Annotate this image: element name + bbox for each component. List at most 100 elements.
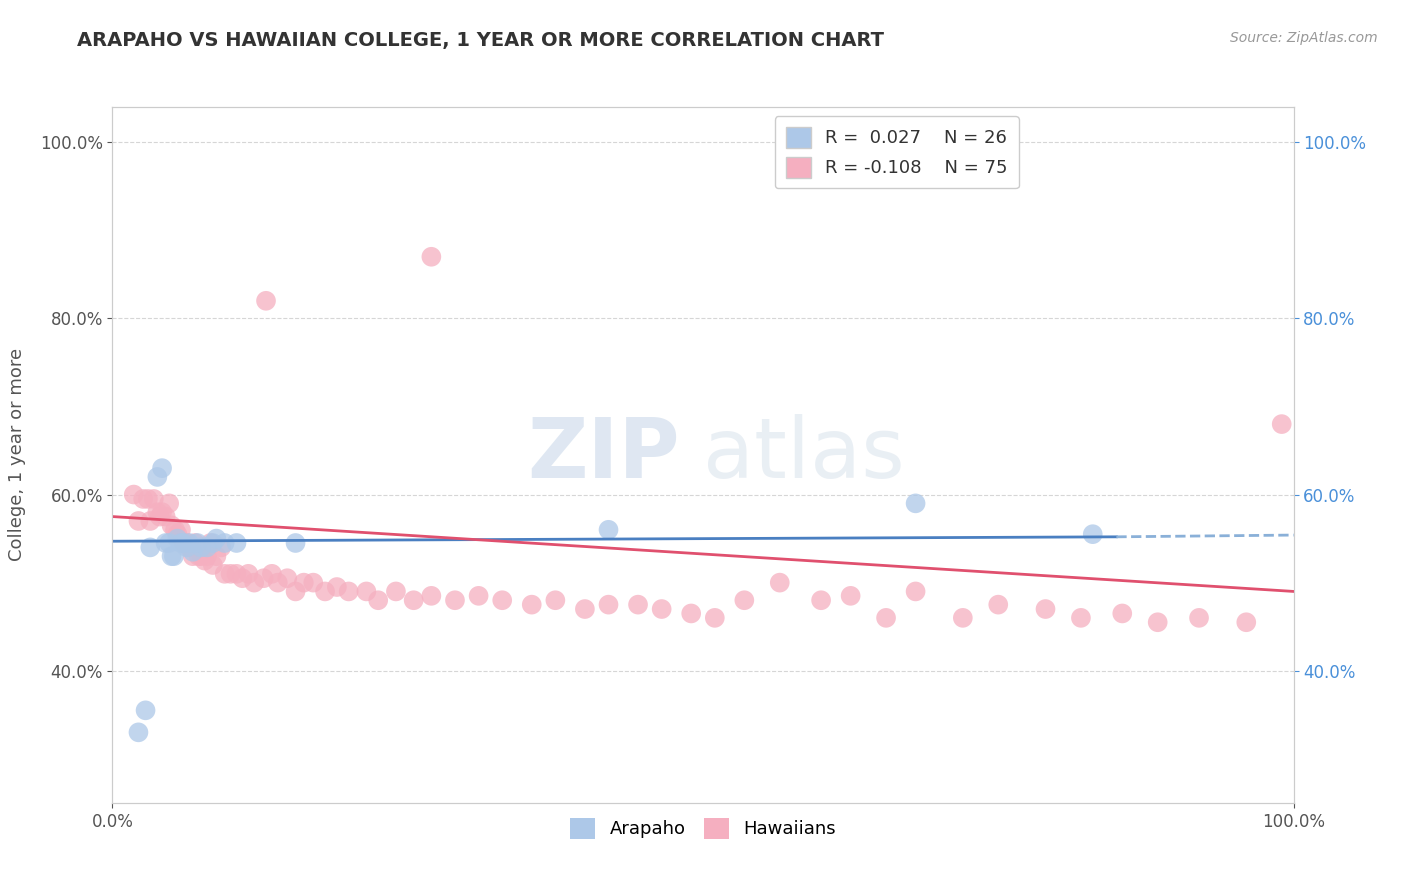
Point: [231, 571, 253, 585]
Point: [243, 575, 266, 590]
Point: [267, 575, 290, 590]
Point: [201, 536, 224, 550]
Point: [122, 487, 145, 501]
Point: [238, 566, 260, 581]
Point: [292, 575, 315, 590]
Point: [402, 593, 425, 607]
Point: [225, 566, 247, 581]
Point: [155, 536, 177, 550]
Point: [544, 593, 567, 607]
Text: Source: ZipAtlas.com: Source: ZipAtlas.com: [1230, 31, 1378, 45]
Point: [769, 575, 792, 590]
Point: [385, 584, 408, 599]
Point: [205, 549, 228, 564]
Point: [284, 536, 307, 550]
Point: [1234, 615, 1257, 630]
Point: [1035, 602, 1057, 616]
Point: [176, 536, 198, 550]
Point: [367, 593, 389, 607]
Point: [839, 589, 862, 603]
Point: [179, 536, 201, 550]
Point: [703, 611, 725, 625]
Point: [733, 593, 755, 607]
Point: [172, 536, 194, 550]
Point: [150, 461, 173, 475]
Point: [651, 602, 673, 616]
Point: [146, 470, 169, 484]
Point: [146, 505, 169, 519]
Point: [132, 491, 155, 506]
Point: [627, 598, 650, 612]
Point: [260, 566, 283, 581]
Point: [276, 571, 298, 585]
Point: [150, 505, 173, 519]
Point: [284, 584, 307, 599]
Point: [181, 549, 204, 564]
Point: [952, 611, 974, 625]
Point: [314, 584, 336, 599]
Point: [1188, 611, 1211, 625]
Point: [195, 549, 218, 564]
Point: [326, 580, 349, 594]
Point: [163, 549, 186, 564]
Point: [155, 509, 177, 524]
Point: [127, 725, 149, 739]
Point: [904, 496, 927, 510]
Text: ARAPAHO VS HAWAIIAN COLLEGE, 1 YEAR OR MORE CORRELATION CHART: ARAPAHO VS HAWAIIAN COLLEGE, 1 YEAR OR M…: [77, 31, 884, 50]
Point: [254, 293, 277, 308]
Point: [987, 598, 1010, 612]
Point: [149, 509, 172, 524]
Point: [166, 532, 188, 546]
Point: [127, 514, 149, 528]
Text: ZIP: ZIP: [527, 415, 679, 495]
Point: [136, 491, 159, 506]
Point: [219, 566, 242, 581]
Point: [176, 541, 198, 555]
Point: [225, 536, 247, 550]
Point: [160, 518, 183, 533]
Point: [1081, 527, 1104, 541]
Point: [302, 575, 325, 590]
Point: [200, 536, 222, 550]
Point: [574, 602, 596, 616]
Point: [491, 593, 513, 607]
Point: [179, 541, 201, 555]
Point: [214, 566, 236, 581]
Point: [139, 541, 162, 555]
Point: [420, 589, 443, 603]
Point: [598, 598, 620, 612]
Point: [444, 593, 467, 607]
Point: [904, 584, 927, 599]
Point: [139, 514, 162, 528]
Point: [356, 584, 378, 599]
Point: [598, 523, 620, 537]
Point: [172, 536, 194, 550]
Point: [467, 589, 489, 603]
Point: [170, 523, 193, 537]
Point: [337, 584, 360, 599]
Point: [170, 536, 193, 550]
Point: [194, 553, 217, 567]
Point: [135, 703, 157, 717]
Point: [214, 536, 236, 550]
Point: [181, 545, 204, 559]
Point: [165, 523, 187, 537]
Point: [142, 491, 165, 506]
Point: [166, 527, 188, 541]
Point: [810, 593, 832, 607]
Y-axis label: College, 1 year or more: College, 1 year or more: [8, 349, 25, 561]
Point: [681, 607, 703, 621]
Legend: Arapaho, Hawaiians: Arapaho, Hawaiians: [562, 811, 844, 846]
Point: [205, 532, 228, 546]
Point: [160, 549, 183, 564]
Point: [195, 541, 218, 555]
Point: [1111, 607, 1133, 621]
Point: [186, 536, 208, 550]
Point: [1146, 615, 1168, 630]
Point: [1070, 611, 1092, 625]
Point: [201, 558, 224, 572]
Point: [157, 536, 180, 550]
Point: [184, 536, 207, 550]
Point: [253, 571, 276, 585]
Text: atlas: atlas: [703, 415, 904, 495]
